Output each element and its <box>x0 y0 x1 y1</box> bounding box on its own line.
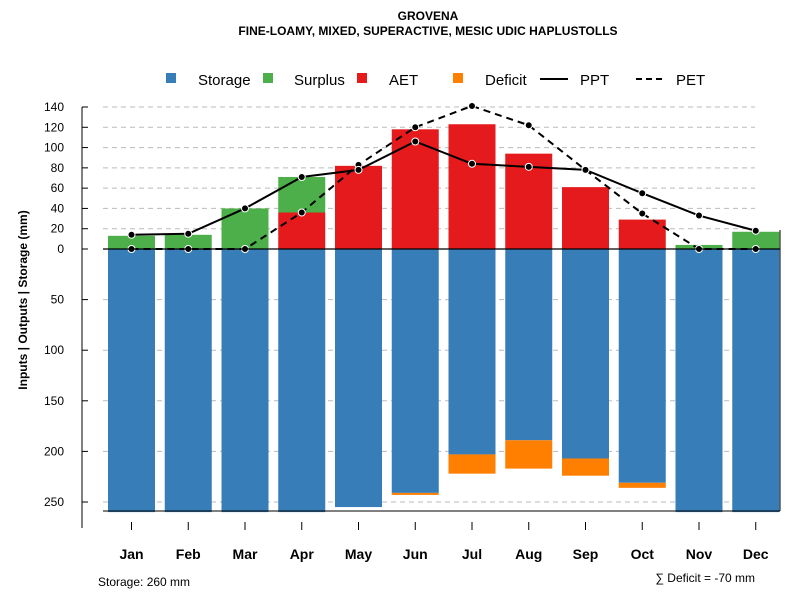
aet-bar <box>448 124 496 249</box>
deficit-bar <box>618 482 666 488</box>
legend-surplus-label: Surplus <box>294 72 345 89</box>
storage-bar <box>164 249 212 513</box>
y-axis-title: Inputs | Outputs | Storage (mm) <box>16 210 30 389</box>
deficit-bar <box>391 492 439 495</box>
y-tick-label: 20 <box>51 222 65 236</box>
deficit-bar <box>505 440 553 469</box>
storage-bar <box>732 249 780 513</box>
y-tick-label: 250 <box>44 495 64 509</box>
chart-title: GROVENA <box>398 9 459 23</box>
chart-subtitle: FINE-LOAMY, MIXED, SUPERACTIVE, MESIC UD… <box>238 24 617 38</box>
deficit-bar <box>448 454 496 474</box>
ppt-point <box>241 204 249 213</box>
aet-bar <box>278 212 326 249</box>
storage-bar <box>278 249 326 513</box>
x-tick-label: Mar <box>233 546 258 562</box>
surplus-bar <box>221 208 269 249</box>
pet-point <box>297 208 306 217</box>
storage-note: Storage: 260 mm <box>98 575 190 589</box>
storage-bar <box>108 249 155 513</box>
x-tick-label: Dec <box>743 546 769 562</box>
storage-bar <box>505 249 553 441</box>
x-tick-label: Oct <box>631 546 655 562</box>
x-tick-label: Jun <box>403 546 428 562</box>
storage-bar <box>221 249 269 513</box>
y-tick-label: 50 <box>51 293 65 307</box>
y-tick-label: 60 <box>51 181 65 195</box>
x-tick-label: Jan <box>119 546 143 562</box>
legend-aet-swatch <box>357 73 367 83</box>
aet-bar <box>562 187 609 249</box>
y-tick-label: 40 <box>51 201 65 215</box>
y-tick-label: 80 <box>51 161 65 175</box>
deficit-note: ∑ Deficit = -70 mm <box>655 571 755 585</box>
y-tick-label: 0 <box>57 242 64 256</box>
legend-aet-label: AET <box>389 72 418 89</box>
ppt-point <box>581 165 590 174</box>
legend-deficit-label: Deficit <box>485 72 528 89</box>
ppt-point <box>695 211 703 220</box>
x-tick-label: May <box>345 546 372 562</box>
ppt-point <box>354 165 363 174</box>
legend-storage-swatch <box>166 73 176 83</box>
storage-bar <box>618 249 666 483</box>
ppt-point <box>638 189 647 198</box>
storage-bar <box>335 249 382 508</box>
x-tick-label: Aug <box>515 546 542 562</box>
legend-storage-label: Storage <box>198 72 251 89</box>
storage-bar <box>391 249 439 493</box>
x-tick-label: Jul <box>462 546 482 562</box>
storage-bar <box>675 249 723 513</box>
deficit-bar <box>562 458 609 476</box>
y-tick-label: 140 <box>44 100 64 114</box>
surplus-bar <box>732 231 780 249</box>
surplus-bar <box>164 234 212 249</box>
storage-bar <box>562 249 609 459</box>
pet-point <box>468 101 476 110</box>
aet-bar <box>335 165 382 249</box>
legend-ppt-label: PPT <box>580 72 609 89</box>
bars <box>108 124 780 513</box>
x-tick-label: Nov <box>686 546 713 562</box>
ppt-point <box>127 230 136 239</box>
ppt-point <box>751 226 760 235</box>
ppt-point <box>524 162 533 171</box>
pet-line <box>131 104 756 250</box>
storage-bar <box>448 249 496 455</box>
legend-deficit-swatch <box>453 73 463 83</box>
y-tick-label: 100 <box>44 141 64 155</box>
x-tick-label: Feb <box>176 546 201 562</box>
ppt-point <box>411 137 420 146</box>
ppt-point <box>468 159 476 168</box>
ppt-line <box>131 140 757 236</box>
y-tick-label: 120 <box>44 120 64 134</box>
y-tick-label: 200 <box>44 444 64 458</box>
pet-point <box>411 123 420 132</box>
legend-surplus-swatch <box>263 73 273 83</box>
pet-point <box>638 209 647 218</box>
aet-bar <box>618 219 666 249</box>
pet-point <box>524 121 533 130</box>
ppt-point <box>297 172 306 181</box>
surplus-bar <box>278 176 326 213</box>
x-tick-label: Apr <box>290 546 315 562</box>
y-tick-label: 150 <box>44 394 64 408</box>
legend-pet-label: PET <box>676 72 705 89</box>
y-tick-label: 100 <box>44 343 64 357</box>
ppt-point <box>184 229 193 238</box>
legend: Storage Surplus AET Deficit PPT PET <box>166 72 705 89</box>
x-tick-label: Sep <box>573 546 599 562</box>
surplus-bar <box>108 235 155 249</box>
